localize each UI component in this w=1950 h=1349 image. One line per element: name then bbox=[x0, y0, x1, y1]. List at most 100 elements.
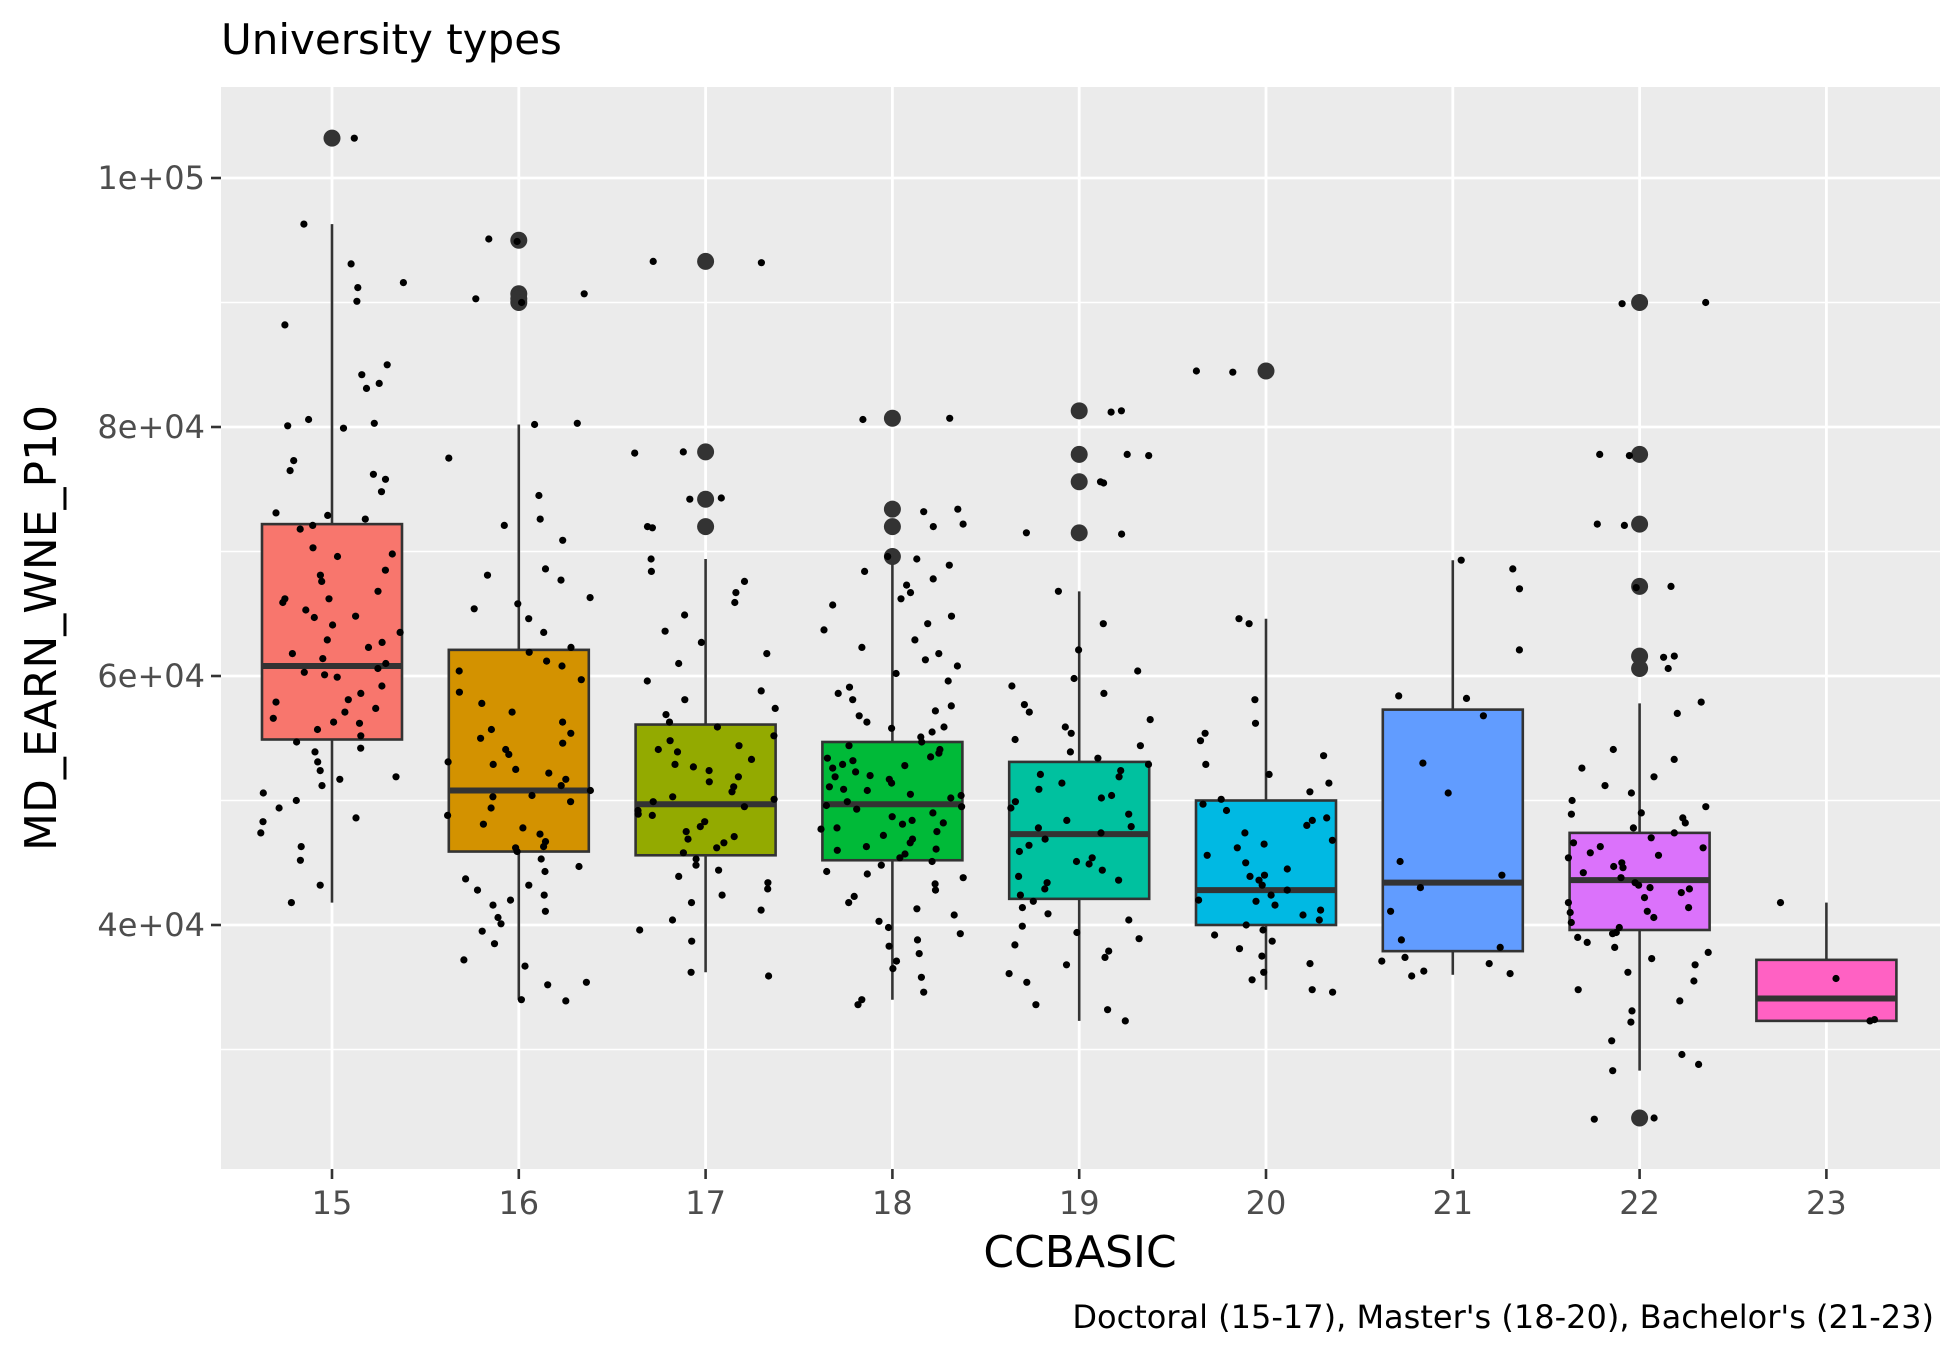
jitter-point bbox=[287, 899, 295, 907]
jitter-point bbox=[1235, 945, 1244, 953]
jitter-point bbox=[1241, 829, 1249, 837]
jitter-point bbox=[692, 855, 700, 863]
x-axis: 15 16 17 18 19 20 21 22 23 bbox=[312, 1169, 1847, 1222]
jitter-point bbox=[505, 750, 513, 759]
jitter-point bbox=[1325, 779, 1333, 787]
jitter-point bbox=[1054, 587, 1062, 595]
jitter-point bbox=[747, 755, 756, 764]
jitter-point bbox=[540, 843, 548, 851]
jitter-point bbox=[892, 957, 901, 965]
jitter-point bbox=[1011, 735, 1019, 744]
jitter-point bbox=[344, 696, 352, 704]
jitter-point bbox=[1610, 862, 1618, 871]
jitter-point bbox=[586, 786, 595, 795]
jitter-point bbox=[1596, 843, 1604, 851]
jitter-point bbox=[1025, 708, 1033, 716]
y-axis: 4e+04 6e+04 8e+04 1e+05 bbox=[97, 159, 221, 944]
jitter-point bbox=[580, 290, 588, 298]
jitter-point bbox=[1011, 941, 1019, 949]
jitter-point bbox=[1299, 911, 1307, 919]
jitter-point bbox=[668, 916, 677, 924]
jitter-point bbox=[1242, 921, 1250, 929]
jitter-point bbox=[1670, 755, 1678, 764]
outlier-point bbox=[1070, 402, 1088, 420]
outlier-point bbox=[1631, 1109, 1649, 1127]
jitter-point bbox=[323, 636, 331, 644]
jitter-point bbox=[1259, 926, 1267, 934]
box-17 bbox=[634, 723, 777, 857]
jitter-point bbox=[906, 839, 914, 847]
jitter-point bbox=[518, 298, 526, 307]
jitter-point bbox=[1136, 742, 1144, 750]
jitter-point bbox=[764, 879, 772, 887]
jitter-point bbox=[957, 791, 965, 800]
jitter-point bbox=[1018, 904, 1026, 912]
jitter-point bbox=[487, 725, 495, 734]
box-18 bbox=[821, 740, 964, 862]
jitter-point bbox=[705, 778, 713, 786]
jitter-point bbox=[1776, 899, 1785, 907]
jitter-point bbox=[947, 702, 955, 710]
outlier-point bbox=[883, 518, 901, 536]
jitter-point bbox=[875, 917, 883, 925]
jitter-point bbox=[1073, 928, 1081, 937]
jitter-point bbox=[634, 810, 642, 818]
jitter-point bbox=[1673, 709, 1681, 718]
jitter-point bbox=[1196, 737, 1205, 745]
box-15 bbox=[260, 522, 404, 741]
jitter-point bbox=[822, 801, 831, 810]
jitter-point bbox=[374, 587, 382, 595]
jitter-point bbox=[1608, 1037, 1616, 1045]
jitter-point bbox=[854, 1001, 862, 1009]
jitter-point bbox=[1574, 986, 1582, 994]
jitter-point bbox=[913, 936, 922, 944]
jitter-point bbox=[1018, 922, 1026, 930]
jitter-point bbox=[293, 738, 301, 746]
outlier-point bbox=[1257, 362, 1275, 380]
jitter-point bbox=[679, 849, 688, 857]
jitter-point bbox=[1387, 907, 1395, 915]
jitter-point bbox=[669, 793, 677, 801]
jitter-point bbox=[757, 906, 765, 914]
jitter-point bbox=[1479, 712, 1487, 720]
jitter-point bbox=[1628, 1007, 1636, 1015]
jitter-point bbox=[932, 845, 940, 853]
jitter-point bbox=[1617, 874, 1625, 882]
jitter-point bbox=[444, 811, 452, 820]
jitter-point bbox=[377, 488, 386, 496]
jitter-point bbox=[557, 576, 565, 584]
jitter-point bbox=[1609, 745, 1617, 754]
jitter-point bbox=[1704, 948, 1712, 957]
jitter-point bbox=[1509, 565, 1517, 573]
jitter-point bbox=[445, 454, 453, 462]
jitter-point bbox=[730, 833, 738, 841]
jitter-point bbox=[309, 544, 317, 552]
jitter-point bbox=[378, 638, 386, 647]
x-tick-label: 19 bbox=[1059, 1184, 1100, 1222]
jitter-point bbox=[1015, 872, 1023, 881]
jitter-point bbox=[831, 773, 839, 781]
jitter-point bbox=[1315, 916, 1323, 924]
jitter-point bbox=[517, 996, 526, 1004]
outlier-point bbox=[1631, 515, 1649, 533]
jitter-point bbox=[1229, 368, 1237, 376]
jitter-point bbox=[1670, 829, 1678, 837]
jitter-point bbox=[525, 615, 533, 623]
jitter-point bbox=[259, 789, 267, 797]
jitter-point bbox=[1609, 1067, 1617, 1075]
jitter-point bbox=[1260, 968, 1268, 976]
jitter-point bbox=[1643, 907, 1651, 915]
jitter-point bbox=[843, 798, 851, 806]
jitter-point bbox=[1008, 682, 1016, 690]
outlier-point bbox=[1070, 445, 1088, 463]
jitter-point bbox=[1099, 620, 1107, 628]
jitter-point bbox=[1283, 865, 1291, 873]
jitter-point bbox=[286, 467, 294, 475]
jitter-point bbox=[455, 667, 463, 675]
chart-title: University types bbox=[221, 15, 562, 64]
jitter-point bbox=[478, 699, 486, 708]
jitter-point bbox=[850, 892, 858, 901]
x-tick-label: 23 bbox=[1806, 1184, 1847, 1222]
jitter-point bbox=[945, 561, 953, 569]
jitter-point bbox=[631, 449, 639, 457]
